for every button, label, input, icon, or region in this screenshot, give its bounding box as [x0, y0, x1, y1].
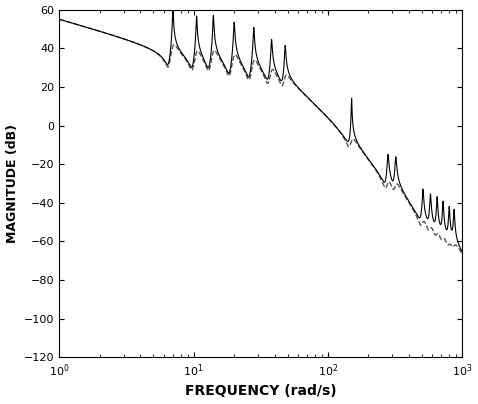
Y-axis label: MAGNITUDE (dB): MAGNITUDE (dB): [6, 124, 19, 243]
X-axis label: FREQUENCY (rad/s): FREQUENCY (rad/s): [185, 385, 337, 398]
